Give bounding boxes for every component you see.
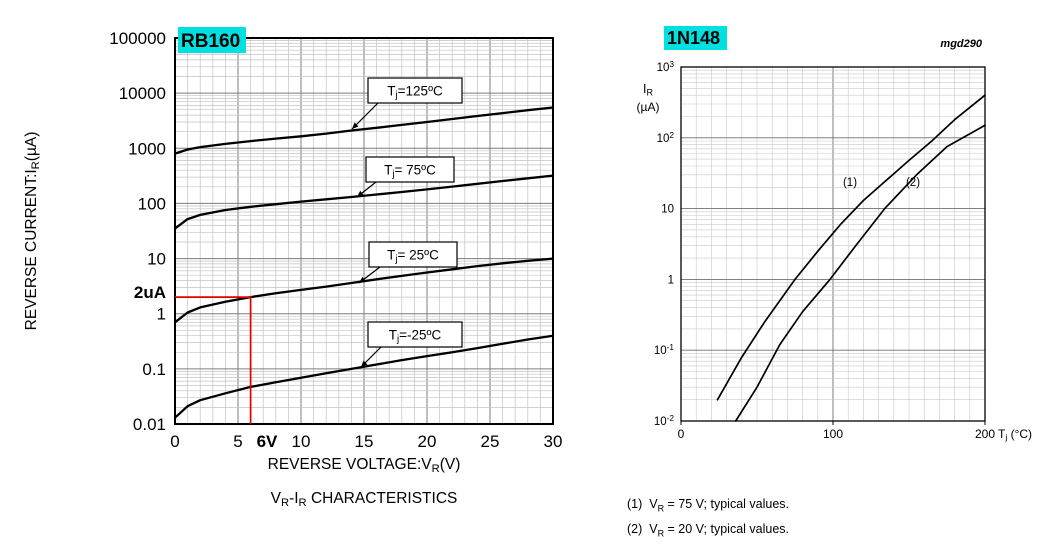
series-labels: (1) (2) (843, 177, 920, 189)
y-axis-label: IR (µA) (637, 82, 660, 114)
svg-text:(1): (1) (843, 177, 857, 189)
svg-text:0: 0 (170, 432, 179, 451)
svg-text:10: 10 (661, 204, 674, 216)
chart-title-1n148: 1N148 (664, 26, 727, 50)
svg-text:10: 10 (292, 432, 311, 451)
svg-text:0.1: 0.1 (142, 360, 166, 379)
svg-text:RB160: RB160 (181, 31, 240, 52)
svg-text:Tj=-25ºC: Tj=-25ºC (389, 328, 442, 345)
x-tick-labels: 0 5 10 15 20 25 30 (170, 432, 562, 451)
series-callout-tj-125: Tj=125ºC (351, 77, 463, 130)
svg-text:0.01: 0.01 (133, 415, 166, 434)
svg-text:IR: IR (643, 82, 653, 97)
y-tick-labels: 100000 10000 1000 100 10 1 0.1 0.01 (109, 29, 166, 434)
footnote-2: (2) VR = 20 V; typical values. (627, 521, 790, 539)
svg-text:(µA): (µA) (637, 100, 660, 114)
curves (716, 94, 986, 422)
y-axis-label: REVERSE CURRENT:IR(µA) (23, 132, 42, 331)
svg-text:200: 200 (975, 427, 995, 441)
curve-curve-1 (716, 94, 986, 401)
svg-text:Tj= 25ºC: Tj= 25ºC (387, 248, 439, 265)
svg-text:Tj=125ºC: Tj=125ºC (387, 84, 443, 101)
footnotes: (1) VR = 75 V; typical values. (2) VR = … (627, 494, 789, 543)
svg-text:15: 15 (355, 432, 374, 451)
svg-text:1: 1 (668, 274, 674, 286)
x-tick-labels: 0 100 200 (678, 421, 995, 441)
annotation-current-label: 2uA (134, 283, 166, 302)
plot-border (174, 37, 554, 425)
svg-text:1: 1 (157, 305, 166, 324)
x-axis-label: Tj (°C) (998, 427, 1032, 442)
svg-text:10-2: 10-2 (654, 413, 675, 428)
series-callout-tj-minus-25: Tj=-25ºC (360, 321, 463, 368)
svg-text:100000: 100000 (109, 29, 166, 48)
svg-text:20: 20 (418, 432, 437, 451)
curve-tj-125 (173, 106, 555, 155)
svg-text:102: 102 (657, 130, 675, 145)
svg-text:1N148: 1N148 (667, 28, 720, 48)
curve-tj-minus-25 (173, 334, 555, 419)
series-callout-tj-75: Tj= 75ºC (356, 156, 455, 198)
curves (173, 106, 555, 419)
series-callout-tj-25: Tj= 25ºC (358, 241, 458, 284)
curve-tj-75 (173, 174, 555, 230)
grid (680, 66, 986, 422)
chart-caption: VR-IR CHARACTERISTICS (271, 490, 458, 509)
rb160-chart: 100000 10000 1000 100 10 1 0.1 0.010 5 10 15 20 25 30… (23, 27, 562, 509)
svg-text:Tj= 75ºC: Tj= 75ºC (384, 163, 436, 180)
svg-text:10000: 10000 (119, 84, 166, 103)
operating-point-annotation: 2uA 6V (134, 283, 278, 451)
svg-text:103: 103 (657, 59, 675, 74)
svg-text:10: 10 (147, 250, 166, 269)
curve-curve-2 (734, 124, 986, 422)
svg-text:10-1: 10-1 (654, 342, 675, 357)
svg-text:1000: 1000 (128, 139, 166, 158)
svg-text:25: 25 (481, 432, 500, 451)
curve-tj-25 (173, 257, 555, 324)
svg-text:30: 30 (544, 432, 563, 451)
svg-text:100: 100 (823, 427, 843, 441)
svg-text:0: 0 (678, 427, 685, 441)
watermark: mgd290 (940, 38, 982, 50)
svg-text:100: 100 (138, 194, 166, 213)
svg-text:(2): (2) (906, 177, 920, 189)
annotation-voltage-label: 6V (257, 432, 278, 451)
svg-text:5: 5 (233, 432, 242, 451)
chart-title-rb160: RB160 (178, 27, 246, 53)
x-axis-label: REVERSE VOLTAGE:VR(V) (268, 456, 461, 475)
footnote-1: (1) VR = 75 V; typical values. (627, 497, 790, 514)
